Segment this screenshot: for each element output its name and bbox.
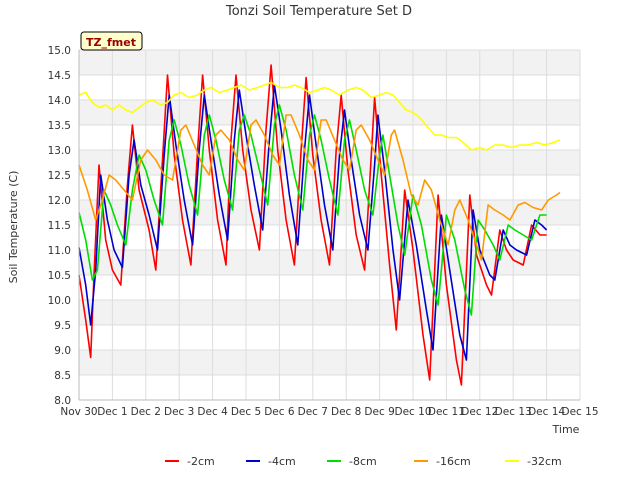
x-tick-label: Dec 5 [231,406,261,418]
y-axis-ticks: 8.0 8.5 9.0 9.5 10.0 10.5 11.0 11.5 12.0 12.5 13.0… [48,45,71,407]
y-tick-label: 14.5 [48,70,71,82]
x-tick-label: Dec 9 [364,406,394,418]
y-tick-label: 8.0 [54,395,71,407]
y-tick-label: 13.0 [48,145,71,157]
series-line-minus8cm [78,104,547,316]
y-tick-label: 8.5 [54,370,71,382]
plot-band [79,300,580,325]
x-axis-ticks: Nov 30 Dec 1 Dec 2 Dec 3 Dec 4 Dec 5 Dec 6 Dec … [60,406,598,418]
legend-label: -16cm [436,455,471,468]
x-tick-label: Dec 10 [394,406,431,418]
y-tick-label: 12.5 [48,170,71,182]
x-tick-label: Dec 2 [131,406,161,418]
legend-item: -8cm [327,455,377,468]
y-axis-label: Soil Temperature (C) [7,171,20,284]
axes [78,50,580,401]
x-tick-label: Dec 8 [331,406,361,418]
y-tick-label: 10.0 [48,295,71,307]
series-line-minus2cm [78,64,547,386]
x-tick-label: Dec 6 [264,406,295,418]
legend-label: -32cm [527,455,562,468]
x-tick-label: Dec 15 [561,406,598,418]
legend-item: -2cm [165,455,215,468]
legend: -2cm -4cm -8cm -16cm -32cm [165,455,562,468]
y-tick-label: 10.5 [48,270,71,282]
y-tick-label: 9.5 [54,320,71,332]
y-tick-label: 15.0 [48,45,71,57]
x-tick-label: Dec 13 [495,406,532,418]
legend-item: -16cm [414,455,471,468]
legend-label: -4cm [268,455,296,468]
plot-band [79,100,580,125]
legend-item: -32cm [505,455,562,468]
x-tick-label: Dec 11 [428,406,465,418]
plot-band [79,50,580,75]
y-tick-label: 11.0 [48,245,71,257]
x-tick-label: Nov 30 [60,406,97,418]
y-tick-label: 14.0 [48,95,71,107]
y-tick-label: 11.5 [48,220,71,232]
legend-label: -8cm [349,455,377,468]
plot-band [79,200,580,225]
x-tick-label: Dec 3 [164,406,194,418]
x-axis-label: Time [552,423,580,436]
y-tick-label: 13.5 [48,120,71,132]
x-tick-label: Dec 12 [461,406,498,418]
series-line-minus16cm [78,114,561,261]
plot-band [79,350,580,375]
x-tick-label: Dec 14 [528,406,565,418]
y-tick-label: 9.0 [54,345,71,357]
x-tick-label: Dec 1 [97,406,127,418]
series-group [78,64,561,386]
annotation-label: TZ_fmet [86,36,136,49]
x-tick-label: Dec 4 [197,406,228,418]
x-tick-label: Dec 7 [298,406,328,418]
legend-item: -4cm [246,455,296,468]
y-tick-label: 12.0 [48,195,71,207]
chart-title: Tonzi Soil Temperature Set D [225,4,412,19]
plot-band [79,150,580,175]
annotation-box: TZ_fmet [80,31,143,51]
legend-label: -2cm [187,455,215,468]
series-line-minus32cm [78,81,561,151]
